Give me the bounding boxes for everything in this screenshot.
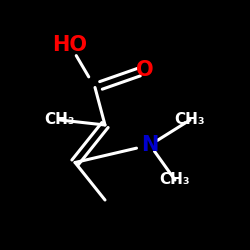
Text: CH₃: CH₃ <box>160 172 190 188</box>
Text: N: N <box>141 135 159 155</box>
Text: HO: HO <box>52 35 88 55</box>
Text: CH₃: CH₃ <box>45 112 75 128</box>
Text: CH₃: CH₃ <box>175 112 205 128</box>
Text: O: O <box>136 60 154 80</box>
